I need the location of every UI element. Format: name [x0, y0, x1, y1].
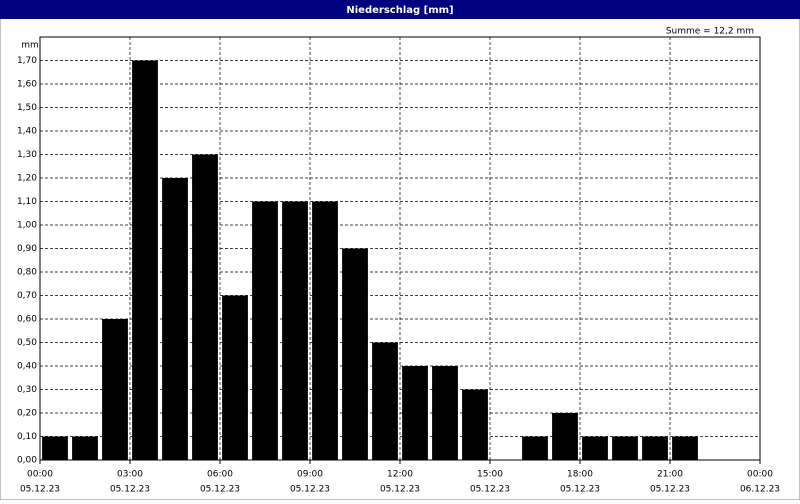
bar — [192, 154, 218, 460]
x-tick-label: 00:00 — [747, 470, 773, 480]
title-bar — [0, 0, 800, 19]
bar — [372, 342, 398, 460]
y-tick-label: 0,10 — [17, 432, 37, 442]
x-tick-label: 09:00 — [297, 470, 323, 480]
y-tick-label: 0,40 — [17, 362, 37, 372]
y-tick-label: 1,50 — [17, 103, 37, 113]
bar — [42, 436, 68, 460]
y-tick-label: 0,90 — [17, 244, 37, 254]
annotation: Summe = 12,2 mm — [666, 27, 754, 37]
y-tick-label: 0,60 — [17, 315, 37, 325]
y-tick-label: 1,30 — [17, 150, 37, 160]
y-tick-label: 0,00 — [17, 456, 37, 466]
bar — [582, 436, 608, 460]
y-tick-label: 0,30 — [17, 385, 37, 395]
x-tick-label: 00:00 — [27, 470, 53, 480]
x-tick-date: 05.12.23 — [560, 485, 600, 495]
bar — [102, 319, 128, 460]
chart-title: Niederschlag [mm] — [346, 5, 453, 16]
bar — [162, 178, 188, 460]
bar — [462, 389, 488, 460]
bar — [132, 60, 158, 460]
bar — [282, 201, 308, 460]
x-tick-date: 05.12.23 — [380, 485, 420, 495]
x-tick-date: 05.12.23 — [200, 485, 240, 495]
x-tick-date: 05.12.23 — [650, 485, 690, 495]
y-tick-label: 1,40 — [17, 127, 37, 137]
plot-frame — [39, 36, 761, 461]
x-tick-label: 15:00 — [477, 470, 503, 480]
bar — [222, 295, 248, 460]
y-tick-label: 0,20 — [17, 409, 37, 419]
bar — [612, 436, 638, 460]
y-tick-label: 1,10 — [17, 197, 37, 207]
x-tick-label: 03:00 — [117, 470, 143, 480]
bar — [312, 201, 338, 460]
x-tick-label: 18:00 — [567, 470, 593, 480]
bar — [72, 436, 98, 460]
y-axis-label: mm — [21, 41, 39, 51]
bar — [432, 366, 458, 460]
y-tick-label: 1,70 — [17, 56, 37, 66]
bar — [672, 436, 698, 460]
x-tick-date: 06.12.23 — [740, 485, 780, 495]
bar — [252, 201, 278, 460]
x-tick-date: 05.12.23 — [20, 485, 60, 495]
bar — [402, 366, 428, 460]
y-tick-label: 0,70 — [17, 291, 37, 301]
bar — [522, 436, 548, 460]
x-tick-date: 05.12.23 — [470, 485, 510, 495]
bar — [552, 413, 578, 460]
x-tick-label: 21:00 — [657, 470, 683, 480]
y-tick-label: 1,20 — [17, 174, 37, 184]
y-tick-label: 1,00 — [17, 221, 37, 231]
x-tick-label: 12:00 — [387, 470, 413, 480]
y-tick-label: 0,80 — [17, 268, 37, 278]
y-tick-label: 0,50 — [17, 338, 37, 348]
bar — [642, 436, 668, 460]
x-tick-date: 05.12.23 — [110, 485, 150, 495]
x-tick-date: 05.12.23 — [290, 485, 330, 495]
y-tick-label: 1,60 — [17, 80, 37, 90]
bar — [342, 248, 368, 460]
x-tick-label: 06:00 — [207, 470, 233, 480]
